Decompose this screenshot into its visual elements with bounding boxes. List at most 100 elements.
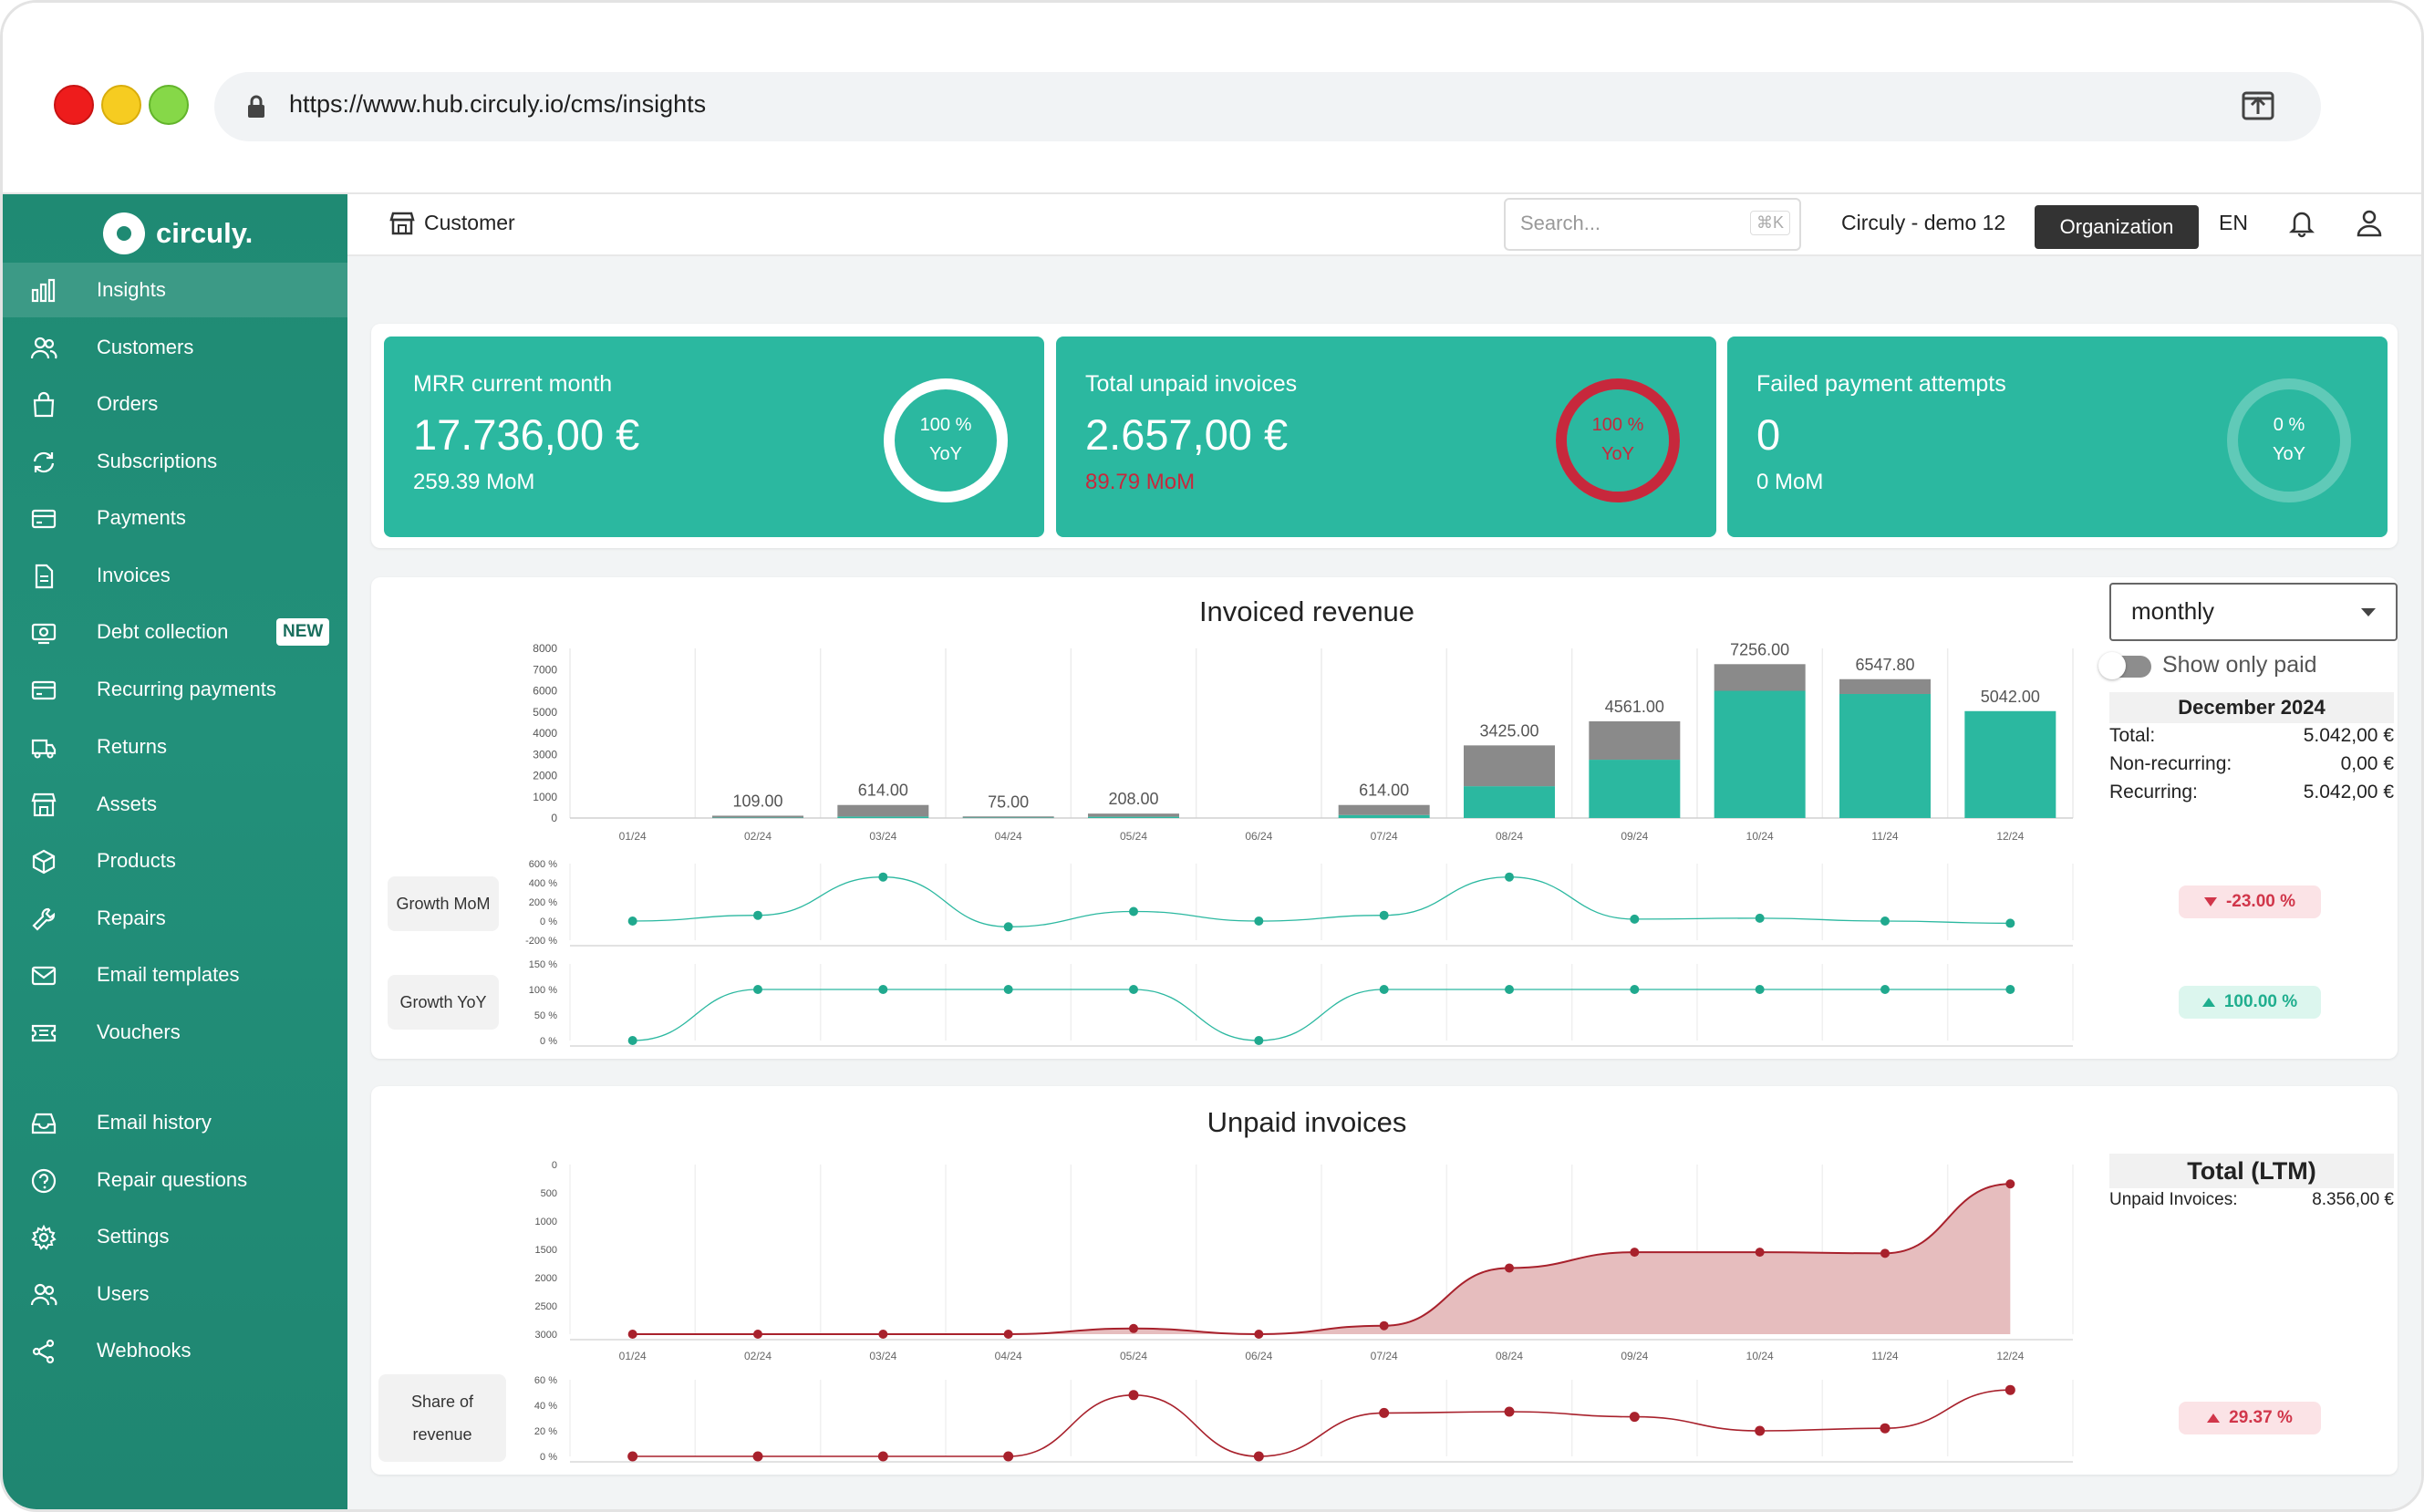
organization-name[interactable]: Circuly - demo 12: [1841, 211, 2006, 234]
language-switch[interactable]: EN: [2219, 211, 2248, 234]
x-tick-label: 08/24: [1496, 1350, 1523, 1362]
unpaid-title: Unpaid invoices: [1207, 1106, 1407, 1138]
organization-button[interactable]: Organization: [2035, 205, 2199, 249]
user-icon[interactable]: [2354, 207, 2385, 238]
area-fill: [632, 1184, 2011, 1334]
bell-icon[interactable]: [2286, 207, 2317, 238]
summary-value: 0,00 €: [2340, 753, 2394, 774]
growth-mom-change: -23.00 %: [2179, 885, 2321, 918]
share-value: 29.37 %: [2229, 1408, 2293, 1427]
sidebar-item-insights[interactable]: Insights: [3, 263, 347, 317]
mail-icon: [31, 966, 57, 986]
toggle-knob: [2098, 652, 2126, 679]
credit-card-icon: [31, 509, 57, 529]
y-tick-label: 200 %: [529, 897, 557, 908]
data-point: [1755, 913, 1765, 923]
window-minimize-button[interactable]: [101, 85, 141, 125]
window-maximize-button[interactable]: [149, 85, 189, 125]
data-point: [753, 910, 762, 920]
x-tick-label: 04/24: [995, 1350, 1022, 1362]
y-tick-label: 1000: [535, 1217, 557, 1227]
y-tick-label: -200 %: [525, 936, 557, 947]
y-tick-label: 6000: [533, 685, 557, 698]
y-tick-label: 0 %: [540, 917, 557, 927]
bar-total-label: 614.00: [1359, 782, 1409, 800]
shopping-bag-icon: [33, 391, 55, 418]
x-tick-label: 05/24: [1120, 1350, 1147, 1362]
data-point: [1630, 1248, 1640, 1258]
sidebar-item-payments[interactable]: Payments: [3, 491, 347, 545]
x-tick-label: 05/24: [1120, 830, 1147, 843]
sidebar-item-subscriptions[interactable]: Subscriptions: [3, 434, 347, 489]
growth-mom-label: Growth MoM: [388, 876, 499, 931]
data-point: [877, 1451, 888, 1462]
data-point: [1880, 1248, 1890, 1258]
data-point: [878, 985, 888, 994]
yoy-ring: 100 % YoY: [882, 377, 1010, 504]
kpi-change: 89.79 MoM: [1085, 470, 1196, 494]
bar-segment: [837, 804, 929, 817]
sidebar-item-settings[interactable]: Settings: [3, 1209, 347, 1264]
share-of-revenue-label: Share of revenue: [378, 1374, 506, 1462]
sidebar-item-products[interactable]: Products: [3, 834, 347, 888]
address-bar[interactable]: https://www.hub.circuly.io/cms/insights: [214, 72, 2321, 141]
share-icon[interactable]: [2241, 88, 2275, 123]
unpaid-summary-heading: Total (LTM): [2109, 1154, 2394, 1188]
bar-segment: [1589, 760, 1681, 818]
data-point: [627, 1036, 637, 1045]
bar-total-label: 3425.00: [1479, 721, 1538, 740]
brand-logo[interactable]: circuly.: [103, 211, 253, 256]
sidebar-item-label: Users: [97, 1282, 150, 1305]
kpi-title: MRR current month: [413, 371, 613, 397]
data-point: [627, 1330, 637, 1339]
bar-segment: [1088, 816, 1179, 818]
sidebar-item-repairs[interactable]: Repairs: [3, 891, 347, 946]
data-point: [1254, 917, 1264, 926]
data-point: [627, 917, 637, 926]
sidebar-item-vouchers[interactable]: Vouchers: [3, 1005, 347, 1060]
sidebar-item-assets[interactable]: Assets: [3, 777, 347, 832]
sidebar-item-customers[interactable]: Customers: [3, 320, 347, 375]
sidebar-item-returns[interactable]: Returns: [3, 720, 347, 774]
data-point: [2005, 985, 2015, 994]
data-point: [1504, 1406, 1515, 1417]
bar-segment: [1464, 745, 1555, 787]
show-only-paid-toggle[interactable]: [2098, 652, 2151, 679]
sidebar-item-webhooks[interactable]: Webhooks: [3, 1323, 347, 1378]
data-point: [878, 1330, 888, 1339]
series-line: [632, 989, 2011, 1041]
y-tick-label: 2000: [535, 1273, 557, 1284]
data-point: [1629, 1412, 1640, 1423]
sidebar-item-email-history[interactable]: Email history: [3, 1095, 347, 1150]
cash-icon: [31, 623, 57, 645]
users-icon: [30, 1283, 57, 1306]
brand-name: circuly.: [156, 217, 254, 249]
y-tick-label: 7000: [533, 663, 557, 676]
unpaid-summary-value: 8.356,00 €: [2312, 1190, 2394, 1209]
bar-total-label: 208.00: [1108, 790, 1158, 808]
data-point: [1379, 910, 1389, 920]
window-close-button[interactable]: [54, 85, 94, 125]
period-select[interactable]: monthly: [2109, 583, 2398, 641]
sidebar-item-repair-questions[interactable]: Repair questions: [3, 1153, 347, 1207]
sidebar-item-invoices[interactable]: Invoices: [3, 548, 347, 603]
data-point: [1880, 985, 1890, 994]
question-icon: [31, 1168, 57, 1194]
y-tick-label: 60 %: [534, 1375, 557, 1386]
x-tick-label: 11/24: [1871, 830, 1898, 843]
summary-label: Total:: [2109, 725, 2156, 746]
sidebar-item-debt-collection[interactable]: Debt collection NEW: [3, 605, 347, 659]
sidebar-item-recurring-payments[interactable]: Recurring payments: [3, 662, 347, 717]
sidebar-item-label: Payments: [97, 506, 186, 529]
yoy-ring-value: 100 %: [919, 415, 972, 435]
url-text: https://www.hub.circuly.io/cms/insights: [289, 90, 707, 118]
y-tick-label: 1500: [535, 1245, 557, 1256]
sidebar-item-users[interactable]: Users: [3, 1267, 347, 1321]
y-tick-label: 600 %: [529, 859, 557, 870]
sidebar-item-email-templates[interactable]: Email templates: [3, 948, 347, 1002]
bar-segment: [1839, 693, 1931, 818]
search-input[interactable]: Search... ⌘K: [1504, 198, 1801, 251]
kpi-card: MRR current month 17.736,00 € 259.39 MoM 10…: [384, 337, 1044, 537]
x-tick-label: 09/24: [1621, 1350, 1648, 1362]
sidebar-item-orders[interactable]: Orders: [3, 377, 347, 431]
